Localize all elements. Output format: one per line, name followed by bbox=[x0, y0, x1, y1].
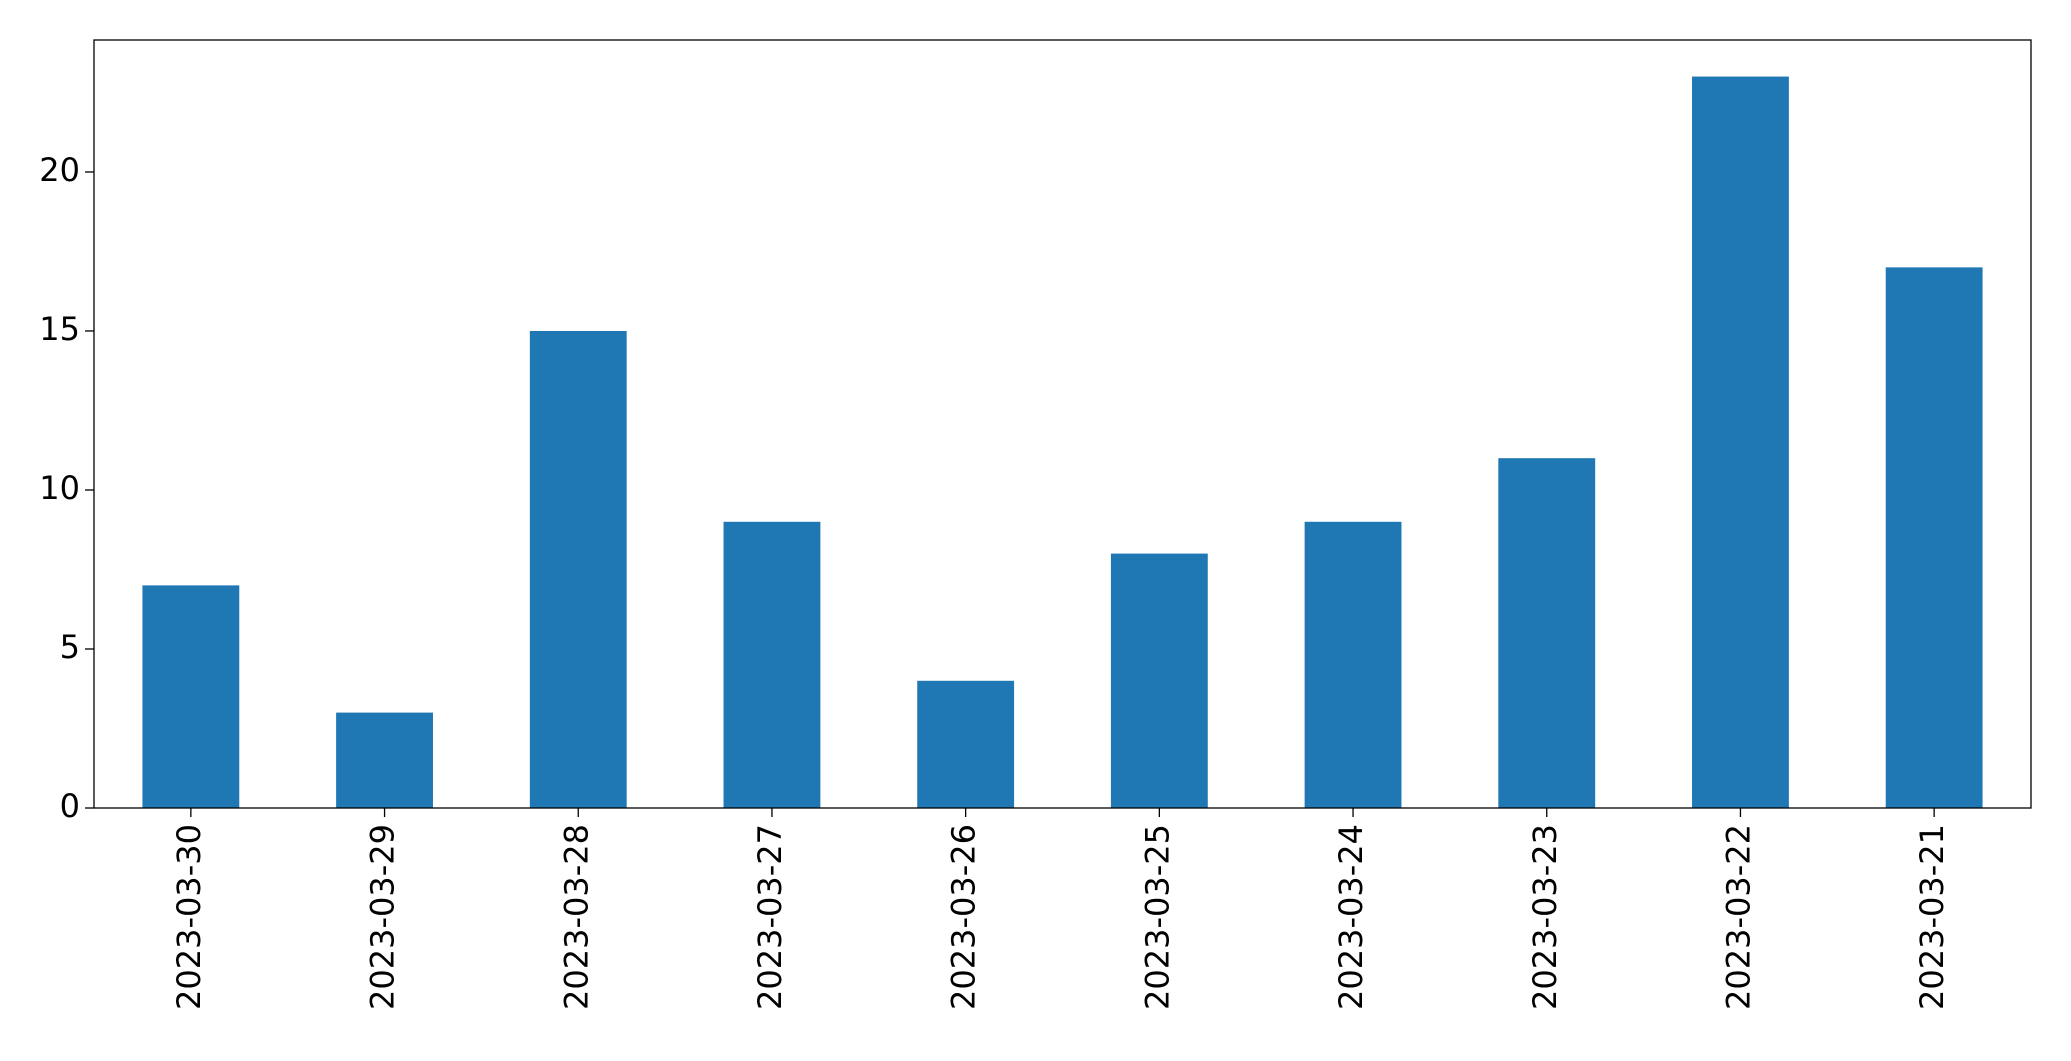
x-tick-label: 2023-03-27 bbox=[751, 824, 789, 1010]
x-tick-label: 2023-03-25 bbox=[1138, 824, 1176, 1010]
y-tick-label: 20 bbox=[39, 151, 80, 189]
x-tick-label: 2023-03-21 bbox=[1913, 824, 1951, 1010]
bar bbox=[1304, 521, 1402, 808]
x-tick-label: 2023-03-24 bbox=[1332, 824, 1370, 1010]
y-tick-label: 5 bbox=[60, 628, 80, 666]
x-tick-label: 2023-03-30 bbox=[170, 824, 208, 1010]
bar bbox=[917, 680, 1015, 808]
x-tick-label: 2023-03-22 bbox=[1719, 824, 1757, 1010]
bar bbox=[1110, 553, 1208, 808]
x-tick-label: 2023-03-28 bbox=[557, 824, 595, 1010]
bar bbox=[529, 330, 627, 808]
x-tick-label: 2023-03-23 bbox=[1526, 824, 1564, 1010]
y-tick-label: 10 bbox=[39, 469, 80, 507]
bar bbox=[723, 521, 821, 808]
y-tick-label: 0 bbox=[60, 787, 80, 825]
bar bbox=[1692, 76, 1789, 809]
bar bbox=[1498, 458, 1596, 808]
bar bbox=[142, 585, 240, 808]
y-tick-label: 15 bbox=[39, 310, 80, 348]
x-tick-label: 2023-03-26 bbox=[945, 824, 983, 1010]
plot-frame bbox=[93, 39, 2032, 809]
bar bbox=[336, 712, 433, 808]
x-tick-label: 2023-03-29 bbox=[364, 824, 402, 1010]
bar bbox=[1885, 267, 1983, 808]
